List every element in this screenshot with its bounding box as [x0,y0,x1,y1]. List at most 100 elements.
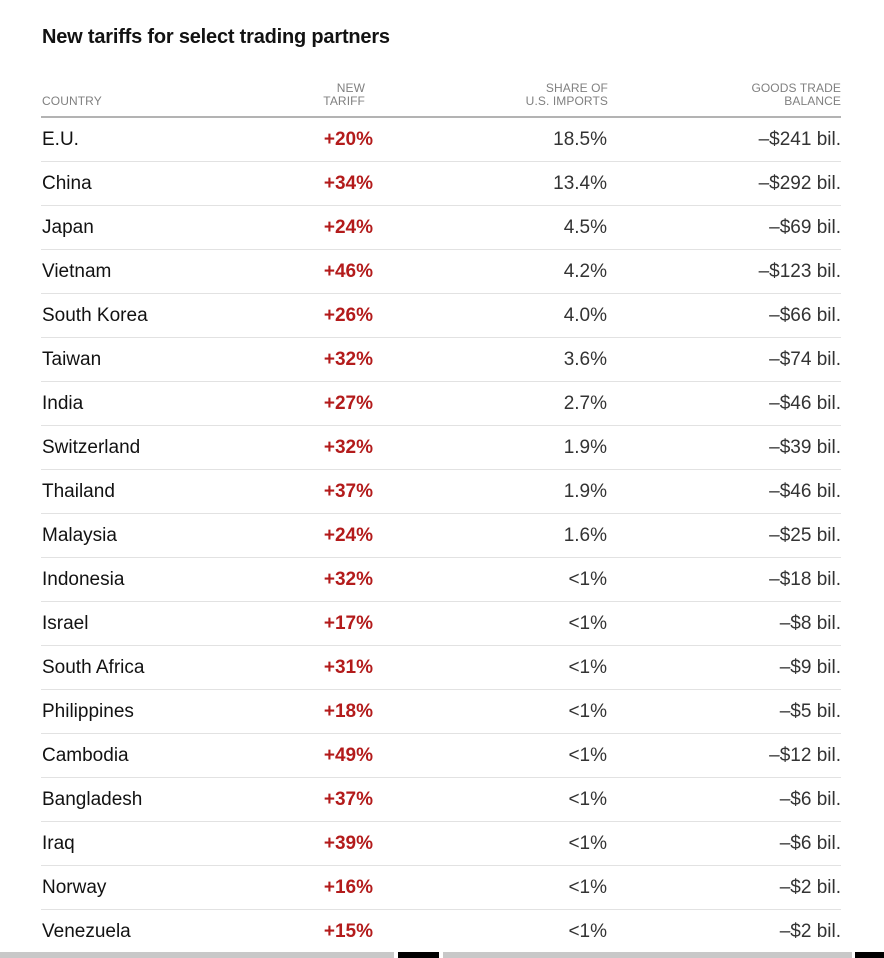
new-tariff-cell: +31% [323,657,373,678]
table-row: Japan +24% 4.5% –$69 bil. [41,206,841,250]
table-row: Venezuela +15% <1% –$2 bil. [41,910,841,953]
new-tariff-cell: +15% [323,921,373,942]
column-header-new-tariff-line-2: TARIFF [323,94,365,108]
new-tariff-cell: +16% [323,877,373,898]
country-cell: Taiwan [42,349,102,370]
trade-balance-cell: –$292 bil. [758,173,841,194]
import-share-cell: 3.6% [563,349,607,370]
table-row: Vietnam +46% 4.2% –$123 bil. [41,250,841,294]
new-tariff-cell: +32% [323,437,373,458]
new-tariff-cell: +24% [323,217,373,238]
new-tariff-cell: +37% [323,789,373,810]
country-cell: Cambodia [42,745,129,766]
import-share-cell: 4.5% [563,217,607,238]
trade-balance-cell: –$18 bil. [769,569,841,590]
table-row: South Africa +31% <1% –$9 bil. [41,646,841,690]
table-body: E.U. +20% 18.5% –$241 bil. China +34% 13.4% –$2… [41,118,841,953]
column-header-new-tariff-line-1: NEW [336,81,365,95]
import-share-cell: 2.7% [563,393,607,414]
column-header-balance-line-1: GOODS TRADE [751,81,841,95]
import-share-cell: 1.9% [563,437,607,458]
country-cell: Switzerland [42,437,141,458]
trade-balance-cell: –$39 bil. [769,437,841,458]
table-header-row: COUNTRY NEW TARIFF SHARE OF U.S. IMPORTS… [41,79,841,118]
country-cell: Indonesia [42,569,125,590]
table-title: New tariffs for select trading partners [42,26,390,48]
new-tariff-cell: +49% [323,745,373,766]
country-cell: India [42,393,84,414]
trade-balance-cell: –$12 bil. [769,745,841,766]
new-tariff-cell: +20% [323,129,373,150]
table-row: South Korea +26% 4.0% –$66 bil. [41,294,841,338]
table-row: Switzerland +32% 1.9% –$39 bil. [41,426,841,470]
column-header-share-of-imports: SHARE OF U.S. IMPORTS [526,82,608,108]
column-header-new-tariff: NEW TARIFF [323,82,365,108]
new-tariff-cell: +26% [323,305,373,326]
country-cell: South Korea [42,305,148,326]
table-row: E.U. +20% 18.5% –$241 bil. [41,118,841,162]
trade-balance-cell: –$8 bil. [779,613,841,634]
table-row: Philippines +18% <1% –$5 bil. [41,690,841,734]
table-row: Israel +17% <1% –$8 bil. [41,602,841,646]
import-share-cell: 18.5% [553,129,607,150]
import-share-cell: 4.0% [563,305,607,326]
import-share-cell: 1.9% [563,481,607,502]
import-share-cell: <1% [568,701,607,722]
column-header-country-line-1: COUNTRY [42,94,102,108]
table-row: Malaysia +24% 1.6% –$25 bil. [41,514,841,558]
import-share-cell: <1% [568,657,607,678]
country-cell: E.U. [42,129,79,150]
trade-balance-cell: –$6 bil. [779,833,841,854]
table-row: Iraq +39% <1% –$6 bil. [41,822,841,866]
trade-balance-cell: –$2 bil. [779,921,841,942]
trade-balance-cell: –$46 bil. [769,481,841,502]
column-header-goods-trade-balance: GOODS TRADE BALANCE [751,82,841,108]
country-cell: China [42,173,92,194]
import-share-cell: <1% [568,833,607,854]
import-share-cell: <1% [568,569,607,590]
trade-balance-cell: –$9 bil. [779,657,841,678]
country-cell: Bangladesh [42,789,143,810]
country-cell: South Africa [42,657,145,678]
import-share-cell: <1% [568,921,607,942]
new-tariff-cell: +17% [323,613,373,634]
trade-balance-cell: –$2 bil. [779,877,841,898]
import-share-cell: 13.4% [553,173,607,194]
scrollbar-thumb[interactable] [398,952,439,958]
trade-balance-cell: –$25 bil. [769,525,841,546]
column-header-share-line-2: U.S. IMPORTS [525,94,608,108]
new-tariff-cell: +32% [323,349,373,370]
horizontal-scrollbar[interactable] [0,952,884,958]
column-header-country: COUNTRY [42,95,102,108]
scrollbar-track-left[interactable] [0,952,394,958]
column-header-share-line-1: SHARE OF [545,81,608,95]
table-row: China +34% 13.4% –$292 bil. [41,162,841,206]
import-share-cell: 1.6% [563,525,607,546]
trade-balance-cell: –$123 bil. [758,261,841,282]
new-tariff-cell: +24% [323,525,373,546]
new-tariff-cell: +46% [323,261,373,282]
table-row: Cambodia +49% <1% –$12 bil. [41,734,841,778]
table-row: Taiwan +32% 3.6% –$74 bil. [41,338,841,382]
trade-balance-cell: –$5 bil. [779,701,841,722]
new-tariff-cell: +34% [323,173,373,194]
trade-balance-cell: –$66 bil. [769,305,841,326]
import-share-cell: <1% [568,789,607,810]
country-cell: Venezuela [42,921,131,942]
trade-balance-cell: –$69 bil. [769,217,841,238]
country-cell: Israel [42,613,89,634]
country-cell: Malaysia [42,525,117,546]
new-tariff-cell: +37% [323,481,373,502]
scrollbar-track-right[interactable] [443,952,852,958]
import-share-cell: 4.2% [563,261,607,282]
country-cell: Iraq [42,833,75,854]
trade-balance-cell: –$241 bil. [758,129,841,150]
new-tariff-cell: +39% [323,833,373,854]
trade-balance-cell: –$74 bil. [769,349,841,370]
new-tariff-cell: +32% [323,569,373,590]
new-tariff-cell: +27% [323,393,373,414]
country-cell: Norway [42,877,107,898]
trade-balance-cell: –$46 bil. [769,393,841,414]
import-share-cell: <1% [568,877,607,898]
tariff-table: COUNTRY NEW TARIFF SHARE OF U.S. IMPORTS… [41,79,841,953]
